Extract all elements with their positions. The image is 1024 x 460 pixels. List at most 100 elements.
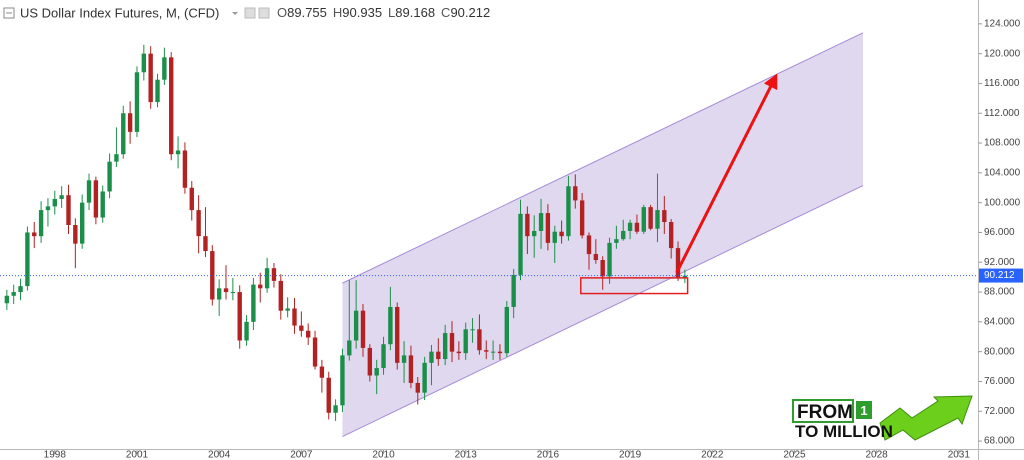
y-tick-label: 76.000 [984,376,1015,387]
candle-body [107,161,112,192]
candle-body [244,321,249,341]
candle-body [25,232,30,287]
candle-body [360,310,366,348]
candle-body [655,210,660,229]
candle-body [162,57,167,80]
candle-body [456,351,462,354]
candle-body [79,202,85,244]
x-tick-label: 2013 [455,450,478,460]
candle-body [155,79,160,103]
candle-body [374,368,379,376]
x-tick-label: 2007 [290,450,313,460]
candles-layer [4,44,688,421]
candle-body [11,292,16,296]
candle-body [306,330,311,338]
logo-line2: TO MILLION [795,422,893,441]
candle-body [511,274,516,307]
candle-body [326,377,331,413]
ohlc-value: 89.168 [395,5,435,20]
channel-lower-line [342,185,864,438]
y-tick-label: 116.000 [984,78,1020,89]
y-tick-label: 120.000 [984,48,1021,59]
candle-body [66,195,71,225]
candle-body [18,286,23,293]
candle-body [251,284,256,322]
candle-body [463,329,468,354]
candle-body [559,231,564,237]
candle-body [86,180,92,203]
candle-body [648,207,653,229]
ohlc-value: 89.755 [287,5,327,20]
candle-body [545,213,551,243]
candle-body [525,213,530,237]
ohlc-key: C [441,5,450,20]
candle-body [634,222,640,232]
x-tick-label: 2019 [619,450,642,460]
settings-icon[interactable] [244,7,256,19]
logo-badge: 1 [860,403,867,418]
candle-body [353,310,359,341]
candle-body [182,150,188,188]
candle-body [401,355,407,363]
ohlc-value: 90.935 [342,5,382,20]
candle-body [408,355,414,383]
eye-icon[interactable] [258,7,270,19]
candle-body [497,351,503,354]
collapse-icon[interactable] [3,7,15,19]
candle-body [230,292,236,294]
last-price-badge [979,268,1023,283]
candle-body [436,351,441,360]
ohlc-key: L [388,5,395,20]
candle-body [148,53,153,103]
x-tick-label: 2016 [537,450,560,460]
candle-body [347,340,352,356]
candle-body [59,195,64,199]
candle-body [484,350,489,352]
ohlc-key: H [333,5,342,20]
candle-body [237,292,242,341]
candle-body [312,337,318,367]
y-tick-label: 112.000 [984,108,1020,119]
candle-body [641,207,646,232]
candle-body [333,405,338,413]
candle-body [285,308,290,311]
candle-body [340,355,345,406]
y-tick-label: 108.000 [984,138,1021,149]
candle-body [449,333,455,352]
x-tick-label: 2025 [783,450,806,460]
candle-body [600,260,605,277]
candle-body [319,366,325,378]
y-tick-label: 96.000 [984,227,1015,238]
header: US Dollar Index Futures, M, (CFD) O89.75… [3,5,490,20]
ohlc-value: 90.212 [450,5,490,20]
candle-body [196,210,201,237]
candle-body [114,154,119,162]
candle-body [73,225,78,244]
candle-body [614,239,619,243]
y-tick-label: 104.000 [984,167,1021,178]
logo-badge-box [856,401,872,419]
chart-title: US Dollar Index Futures, M, (CFD) [20,5,219,20]
candle-body [552,231,557,243]
candle-body [566,186,571,237]
candle-body [586,235,592,255]
candle-body [388,306,393,345]
ohlc-legend: O89.755 H90.935 L89.168 C90.212 [277,5,490,20]
dropdown-icon[interactable] [232,12,238,15]
candle-body [675,248,681,278]
candle-body [381,344,386,369]
candle-body [45,206,51,211]
candle-body [278,280,283,311]
candle-body [579,200,585,236]
x-tick-label: 2001 [126,450,149,460]
candle-body [189,187,194,211]
candle-body [682,275,688,278]
candle-body [169,57,174,155]
candle-body [32,232,37,237]
x-tick-label: 2031 [948,450,971,460]
candle-body [93,180,99,218]
y-tick-label: 124.000 [984,18,1021,29]
candle-body [668,222,674,249]
